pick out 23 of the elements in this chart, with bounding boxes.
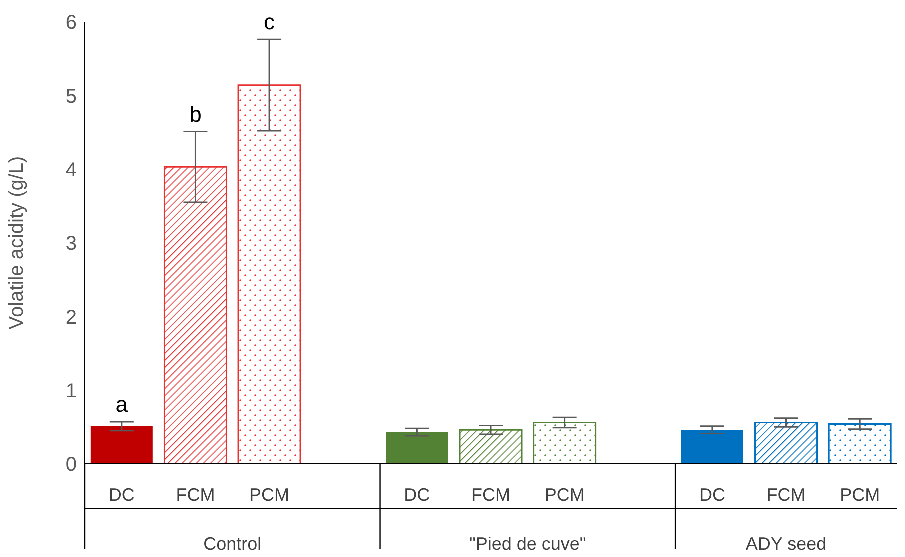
annotation: c: [264, 10, 276, 35]
x-tick-label: DC: [699, 484, 726, 505]
x-tick-label: FCM: [176, 484, 216, 505]
x-tick-label: PCM: [544, 484, 585, 505]
x-tick-label: DC: [108, 484, 135, 505]
y-tick-label: 1: [66, 380, 77, 402]
x-tick-label: FCM: [472, 484, 510, 505]
y-tick-label: 2: [66, 306, 77, 329]
text: ADY seed: [746, 534, 827, 554]
text: Control: [204, 534, 262, 554]
y-tick-label: 5: [66, 86, 77, 108]
y-tick-label: 4: [66, 159, 77, 182]
y-tick-label: 3: [66, 233, 77, 256]
annotation: a: [116, 392, 129, 418]
y-axis-title: Volatile acidity (g/L): [6, 156, 28, 330]
text: "Pied de cuve": [469, 534, 586, 554]
x-tick-label: PCM: [250, 484, 290, 505]
x-tick-label: DC: [404, 484, 430, 505]
y-tick-label: 6: [66, 12, 77, 34]
x-tick-label: FCM: [766, 484, 806, 505]
annotation: b: [190, 102, 202, 127]
y-tick-label: 0: [66, 454, 77, 476]
x-tick-label: PCM: [840, 484, 880, 505]
